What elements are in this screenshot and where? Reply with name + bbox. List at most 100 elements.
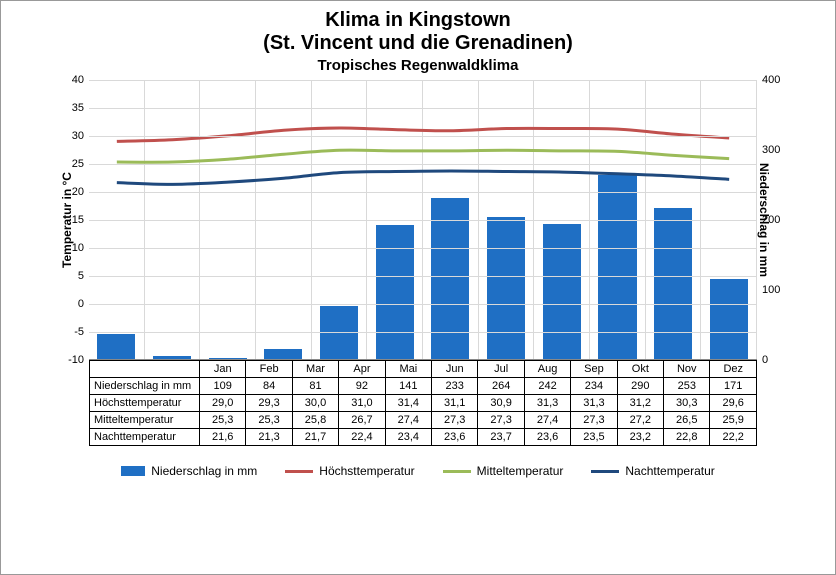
legend-swatch xyxy=(443,470,471,473)
cell: 27,4 xyxy=(385,412,431,429)
chart-title-line1: Klima in Kingstown xyxy=(9,9,827,32)
y-right-tick: 300 xyxy=(762,144,792,156)
cell: 23,6 xyxy=(432,429,478,446)
cell: 31,3 xyxy=(571,395,617,412)
cell: 264 xyxy=(478,378,524,395)
cell: 30,3 xyxy=(664,395,710,412)
y-left-tick: 30 xyxy=(54,130,84,142)
month-header: Jun xyxy=(432,361,478,378)
cell: 29,3 xyxy=(246,395,292,412)
legend-label: Nachttemperatur xyxy=(625,464,714,478)
cell: 26,5 xyxy=(664,412,710,429)
table-row: Nachttemperatur21,621,321,722,423,423,62… xyxy=(90,429,757,446)
cell: 92 xyxy=(339,378,385,395)
cell: 26,7 xyxy=(339,412,385,429)
cell: 253 xyxy=(664,378,710,395)
gridline xyxy=(89,220,757,221)
legend: Niederschlag in mm Höchsttemperatur Mittel… xyxy=(9,464,827,478)
cell: 27,3 xyxy=(478,412,524,429)
cell: 22,8 xyxy=(664,429,710,446)
y-left-tick: 0 xyxy=(54,298,84,310)
cell: 141 xyxy=(385,378,431,395)
cell: 21,7 xyxy=(292,429,338,446)
legend-label: Mitteltemperatur xyxy=(477,464,564,478)
legend-label: Niederschlag in mm xyxy=(151,464,257,478)
month-header: Aug xyxy=(524,361,570,378)
gridline xyxy=(89,248,757,249)
y-left-tick: -10 xyxy=(54,354,84,366)
cell: 27,2 xyxy=(617,412,663,429)
y-left-tick: -5 xyxy=(54,326,84,338)
legend-item: Mitteltemperatur xyxy=(443,464,564,478)
cell: 25,8 xyxy=(292,412,338,429)
cell: 27,4 xyxy=(524,412,570,429)
gridline xyxy=(89,192,757,193)
y-right-tick: 200 xyxy=(762,214,792,226)
y-left-tick: 25 xyxy=(54,158,84,170)
month-header: Sep xyxy=(571,361,617,378)
data-table: JanFebMarAprMaiJunJulAugSepOktNovDezNied… xyxy=(89,360,757,446)
month-header: Apr xyxy=(339,361,385,378)
y-left-tick: 15 xyxy=(54,214,84,226)
high-line xyxy=(117,128,729,141)
legend-item: Höchsttemperatur xyxy=(285,464,414,478)
y-right-tick: 400 xyxy=(762,74,792,86)
month-header: Mai xyxy=(385,361,431,378)
table-row: Höchsttemperatur29,029,330,031,031,431,1… xyxy=(90,395,757,412)
mean-line xyxy=(117,150,729,162)
table-row: Mitteltemperatur25,325,325,826,727,427,3… xyxy=(90,412,757,429)
cell: 23,5 xyxy=(571,429,617,446)
legend-item: Nachttemperatur xyxy=(591,464,714,478)
month-header: Jan xyxy=(200,361,246,378)
gridline xyxy=(89,276,757,277)
cell: 22,4 xyxy=(339,429,385,446)
row-label: Nachttemperatur xyxy=(90,429,200,446)
cell: 84 xyxy=(246,378,292,395)
y-left-tick: 20 xyxy=(54,186,84,198)
cell: 31,1 xyxy=(432,395,478,412)
cell: 31,3 xyxy=(524,395,570,412)
cell: 30,0 xyxy=(292,395,338,412)
cell: 81 xyxy=(292,378,338,395)
month-header: Nov xyxy=(664,361,710,378)
month-header: Jul xyxy=(478,361,524,378)
cell: 27,3 xyxy=(571,412,617,429)
night-line xyxy=(117,171,729,184)
month-header: Mar xyxy=(292,361,338,378)
cell: 29,6 xyxy=(710,395,757,412)
table-row: Niederschlag in mm1098481921412332642422… xyxy=(90,378,757,395)
cell: 31,0 xyxy=(339,395,385,412)
cell: 22,2 xyxy=(710,429,757,446)
cell: 31,2 xyxy=(617,395,663,412)
cell: 290 xyxy=(617,378,663,395)
cell: 23,6 xyxy=(524,429,570,446)
cell: 23,4 xyxy=(385,429,431,446)
cell: 21,3 xyxy=(246,429,292,446)
y-left-tick: 10 xyxy=(54,242,84,254)
legend-swatch xyxy=(285,470,313,473)
chart-title-line2: (St. Vincent und die Grenadinen) xyxy=(9,32,827,55)
cell: 242 xyxy=(524,378,570,395)
chart-subtitle: Tropisches Regenwaldklima xyxy=(9,57,827,74)
legend-swatch xyxy=(591,470,619,473)
month-header: Okt xyxy=(617,361,663,378)
cell: 233 xyxy=(432,378,478,395)
y-left-tick: 5 xyxy=(54,270,84,282)
y-left-tick: 35 xyxy=(54,102,84,114)
cell: 29,0 xyxy=(200,395,246,412)
cell: 21,6 xyxy=(200,429,246,446)
legend-item: Niederschlag in mm xyxy=(121,464,257,478)
cell: 31,4 xyxy=(385,395,431,412)
month-header: Dez xyxy=(710,361,757,378)
gridline xyxy=(89,304,757,305)
cell: 30,9 xyxy=(478,395,524,412)
row-label: Mitteltemperatur xyxy=(90,412,200,429)
cell: 27,3 xyxy=(432,412,478,429)
y-left-tick: 40 xyxy=(54,74,84,86)
cell: 23,2 xyxy=(617,429,663,446)
y-right-tick: 100 xyxy=(762,284,792,296)
plot-wrap: Temperatur in °C Niederschlag in mm -10-… xyxy=(9,80,827,360)
cell: 25,3 xyxy=(200,412,246,429)
plot-area: -10-505101520253035400100200300400 xyxy=(89,80,757,360)
cell: 109 xyxy=(200,378,246,395)
